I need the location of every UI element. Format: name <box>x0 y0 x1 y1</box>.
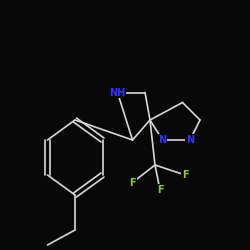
Text: F: F <box>182 170 188 180</box>
Text: N: N <box>158 135 166 145</box>
Text: F: F <box>129 178 136 188</box>
Text: F: F <box>157 185 163 195</box>
Text: N: N <box>186 135 194 145</box>
Text: NH: NH <box>110 88 126 98</box>
